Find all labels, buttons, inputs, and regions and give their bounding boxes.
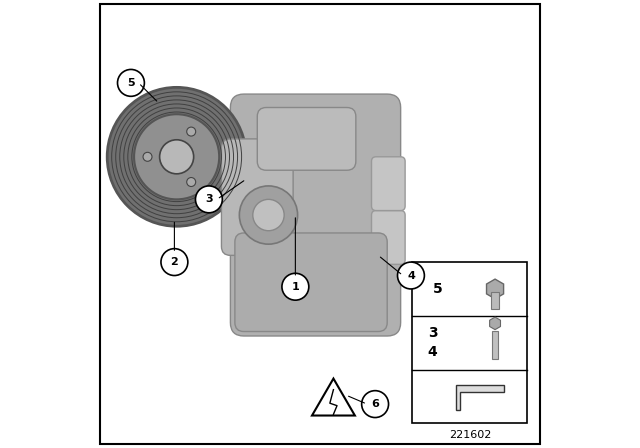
- Polygon shape: [490, 317, 500, 330]
- FancyBboxPatch shape: [492, 331, 498, 359]
- Text: 2: 2: [170, 257, 179, 267]
- FancyBboxPatch shape: [412, 262, 527, 423]
- Text: 5: 5: [127, 78, 135, 88]
- Text: 4: 4: [407, 271, 415, 280]
- FancyBboxPatch shape: [371, 211, 405, 264]
- Text: 4: 4: [428, 345, 438, 359]
- Polygon shape: [456, 385, 504, 410]
- Text: 3: 3: [205, 194, 212, 204]
- Circle shape: [253, 199, 284, 231]
- FancyBboxPatch shape: [221, 139, 293, 255]
- Circle shape: [195, 186, 222, 213]
- Polygon shape: [486, 279, 504, 299]
- Circle shape: [282, 273, 309, 300]
- Circle shape: [143, 152, 152, 161]
- Text: 6: 6: [371, 399, 379, 409]
- Circle shape: [159, 140, 194, 174]
- Text: 5: 5: [433, 282, 442, 296]
- FancyBboxPatch shape: [230, 94, 401, 336]
- Text: 221602: 221602: [449, 431, 492, 440]
- Text: 3: 3: [428, 326, 438, 340]
- Polygon shape: [312, 379, 355, 416]
- FancyBboxPatch shape: [371, 157, 405, 211]
- Circle shape: [108, 87, 246, 226]
- Text: 1: 1: [291, 282, 300, 292]
- Circle shape: [397, 262, 424, 289]
- Circle shape: [239, 186, 298, 244]
- Circle shape: [161, 249, 188, 276]
- Circle shape: [362, 391, 388, 418]
- FancyBboxPatch shape: [235, 233, 387, 332]
- FancyBboxPatch shape: [492, 292, 499, 310]
- Circle shape: [118, 69, 145, 96]
- Circle shape: [187, 177, 196, 186]
- FancyBboxPatch shape: [100, 4, 540, 444]
- FancyBboxPatch shape: [257, 108, 356, 170]
- Circle shape: [187, 127, 196, 136]
- Circle shape: [134, 114, 219, 199]
